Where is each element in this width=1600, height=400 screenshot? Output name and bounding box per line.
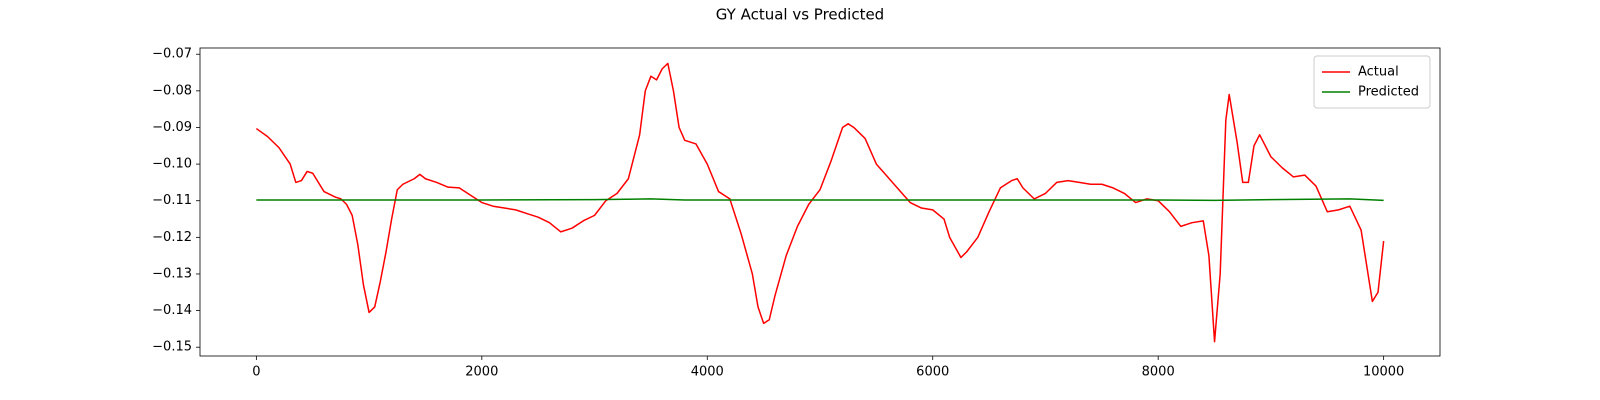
y-tick-label: −0.11 [152, 193, 192, 208]
legend-label: Predicted [1358, 85, 1419, 100]
y-tick-label: −0.15 [152, 340, 192, 355]
x-tick-label: 4000 [691, 365, 724, 380]
series-line [256, 198, 1384, 202]
y-tick-label: −0.12 [152, 230, 192, 245]
y-tick-label: −0.08 [152, 83, 192, 98]
x-tick-label: 10000 [1363, 365, 1404, 380]
legend-label: Actual [1358, 65, 1399, 80]
x-tick-label: 8000 [1142, 365, 1175, 380]
x-tick-label: 6000 [916, 365, 949, 380]
x-tick-label: 0 [252, 365, 260, 380]
chart-title: GY Actual vs Predicted [716, 6, 884, 24]
y-tick-label: −0.13 [152, 266, 192, 281]
y-tick-label: −0.10 [152, 157, 192, 172]
series-line [255, 62, 1385, 343]
y-tick-label: −0.07 [152, 47, 192, 62]
y-tick-label: −0.09 [152, 120, 192, 135]
y-tick-label: −0.14 [152, 303, 192, 318]
x-tick-label: 2000 [465, 365, 498, 380]
legend-box [1313, 55, 1431, 109]
plot-frame [199, 47, 1441, 357]
